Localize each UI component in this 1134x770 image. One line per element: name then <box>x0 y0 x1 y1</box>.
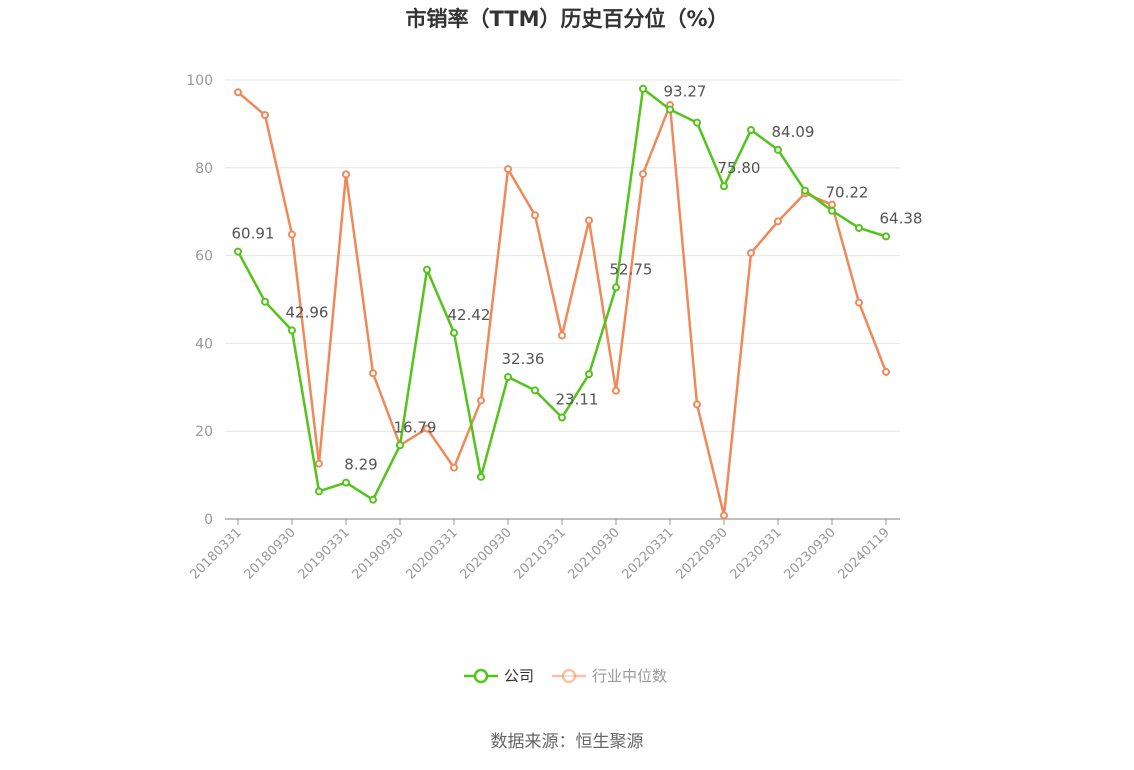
x-tick-label-20240119: 20240119 <box>835 525 892 582</box>
data-point-company-5 <box>369 495 377 504</box>
data-point-industry-17 <box>693 400 701 409</box>
data-label-20: 84.09 <box>772 123 815 141</box>
data-point-industry-15 <box>639 169 647 178</box>
data-point-company-12 <box>558 413 566 422</box>
x-tick-label-20230331: 20230331 <box>727 525 784 582</box>
x-tick-label-20230930: 20230930 <box>781 525 838 582</box>
data-point-industry-9 <box>477 396 485 405</box>
x-tick-label-20200930: 20200930 <box>457 525 514 582</box>
legend-item-industry-median[interactable]: 行业中位数 <box>552 667 667 685</box>
data-point-industry-5 <box>369 369 377 378</box>
legend[interactable]: 公司 行业中位数 <box>464 667 667 685</box>
y-tick-label-40: 40 <box>195 336 213 352</box>
data-point-company-1 <box>261 297 269 306</box>
data-label-6: 16.79 <box>394 418 437 436</box>
data-point-company-15 <box>639 84 647 93</box>
data-label-18: 75.80 <box>718 159 761 177</box>
data-point-company-21 <box>801 186 809 195</box>
series-industry-median <box>234 88 890 520</box>
x-tick-label-20210331: 20210331 <box>511 525 568 582</box>
data-point-industry-20 <box>774 217 782 226</box>
legend-marker-industry-median <box>561 668 577 684</box>
data-point-company-2 <box>288 326 296 335</box>
legend-label-industry-median: 行业中位数 <box>592 667 667 685</box>
y-tick-label-0: 0 <box>204 512 213 528</box>
x-tick-label-20180331: 20180331 <box>187 525 244 582</box>
data-point-company-6 <box>396 441 404 450</box>
data-point-industry-10 <box>504 165 512 174</box>
data-point-company-13 <box>585 370 593 379</box>
data-point-company-0 <box>234 247 242 256</box>
data-label-12: 23.11 <box>556 391 599 409</box>
data-label-14: 52.75 <box>610 260 653 278</box>
data-label-16: 93.27 <box>664 83 707 101</box>
data-label-2: 42.96 <box>286 303 329 321</box>
data-source: 数据来源：恒生聚源 <box>491 732 644 752</box>
x-tick-label-20220930: 20220930 <box>673 525 730 582</box>
series <box>234 84 890 520</box>
data-point-company-10 <box>504 372 512 381</box>
x-tick-label-20220331: 20220331 <box>619 525 676 582</box>
data-point-industry-8 <box>450 463 458 472</box>
data-point-company-24 <box>882 232 890 241</box>
data-point-company-20 <box>774 145 782 154</box>
data-label-0: 60.91 <box>232 225 275 243</box>
data-point-industry-3 <box>315 459 323 468</box>
data-point-industry-24 <box>882 367 890 376</box>
data-point-company-4 <box>342 478 350 487</box>
data-point-industry-18 <box>720 511 728 520</box>
data-point-industry-2 <box>288 230 296 239</box>
legend-label-company: 公司 <box>504 667 534 685</box>
data-point-industry-1 <box>261 111 269 120</box>
series-line-industry-median <box>237 91 888 517</box>
x-tick-label-20180930: 20180930 <box>241 525 298 582</box>
y-tick-label-60: 60 <box>195 249 213 265</box>
legend-marker-company <box>473 668 489 684</box>
x-tick-label-20210930: 20210930 <box>565 525 622 582</box>
data-point-company-9 <box>477 472 485 481</box>
data-point-company-8 <box>450 328 458 337</box>
x-tick-label-20190930: 20190930 <box>349 525 406 582</box>
data-point-industry-14 <box>612 386 620 395</box>
data-label-10: 32.36 <box>502 350 545 368</box>
chart-title: 市销率（TTM）历史百分位（%） <box>405 7 728 31</box>
y-tick-label-20: 20 <box>195 424 213 440</box>
data-point-industry-11 <box>531 211 539 220</box>
series-company <box>234 84 890 504</box>
data-point-industry-19 <box>747 248 755 257</box>
y-tick-label-100: 100 <box>186 73 213 89</box>
y-tick-label-80: 80 <box>195 161 213 177</box>
data-point-company-14 <box>612 283 620 292</box>
data-labels: 60.91 42.96 8.29 16.79 42.42 32.36 23.11 52.75 9… <box>232 83 923 474</box>
data-point-company-23 <box>855 223 863 232</box>
data-point-industry-12 <box>558 331 566 340</box>
data-point-company-16 <box>666 105 674 114</box>
data-point-company-17 <box>693 118 701 127</box>
data-label-8: 42.42 <box>448 306 491 324</box>
data-point-company-3 <box>315 487 323 496</box>
data-label-24: 64.38 <box>880 209 923 227</box>
data-point-company-19 <box>747 126 755 135</box>
legend-item-company[interactable]: 公司 <box>464 667 534 685</box>
data-point-company-11 <box>531 386 539 395</box>
data-point-industry-23 <box>855 298 863 307</box>
data-point-industry-13 <box>585 216 593 225</box>
data-point-industry-7 <box>423 424 431 433</box>
x-tick-label-20190331: 20190331 <box>295 525 352 582</box>
data-point-company-7 <box>423 265 431 274</box>
data-point-company-22 <box>828 206 836 215</box>
data-point-industry-0 <box>234 88 242 97</box>
data-point-company-18 <box>720 182 728 191</box>
data-point-industry-4 <box>342 170 350 179</box>
data-label-22: 70.22 <box>826 184 869 202</box>
x-tick-label-20200331: 20200331 <box>403 525 460 582</box>
data-label-4: 8.29 <box>344 456 377 474</box>
